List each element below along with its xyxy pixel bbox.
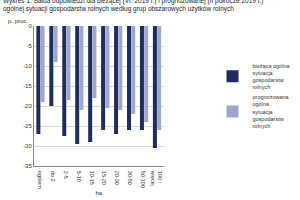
svg-text:10-15: 10-15 <box>89 171 95 185</box>
svg-text:prognozowanaogólnasytuacjagosp: prognozowanaogólnasytuacjagospodarstwrol… <box>253 94 290 129</box>
svg-text:p. proc.: p. proc. <box>8 18 28 24</box>
svg-text:Wykres 1. Salda odpowiedzi dla: Wykres 1. Salda odpowiedzi dla bieżącej … <box>3 0 263 13</box>
svg-text:5-10: 5-10 <box>76 171 82 182</box>
svg-text:-25: -25 <box>23 123 32 129</box>
svg-text:-15: -15 <box>23 83 32 89</box>
svg-text:ogółem: ogółem <box>37 171 43 189</box>
svg-text:30-50: 30-50 <box>127 171 133 185</box>
svg-text:-35: -35 <box>23 163 32 169</box>
svg-text:15-20: 15-20 <box>101 171 107 185</box>
svg-text:20-30: 20-30 <box>114 171 120 185</box>
svg-text:0: 0 <box>28 23 32 29</box>
svg-text:-20: -20 <box>23 103 32 109</box>
svg-text:-10: -10 <box>23 63 32 69</box>
svg-text:50-100: 50-100 <box>140 171 146 188</box>
svg-text:-30: -30 <box>23 143 32 149</box>
svg-text:ha: ha <box>95 190 102 196</box>
svg-text:bieżąca ogólnasytuacjagospodar: bieżąca ogólnasytuacjagospodarstwrolnych <box>253 63 291 90</box>
svg-text:do 2: do 2 <box>50 171 56 182</box>
svg-text:2-5: 2-5 <box>63 171 69 179</box>
svg-text:100 iwięcej: 100 iwięcej <box>150 170 163 186</box>
svg-text:-5: -5 <box>26 43 32 49</box>
